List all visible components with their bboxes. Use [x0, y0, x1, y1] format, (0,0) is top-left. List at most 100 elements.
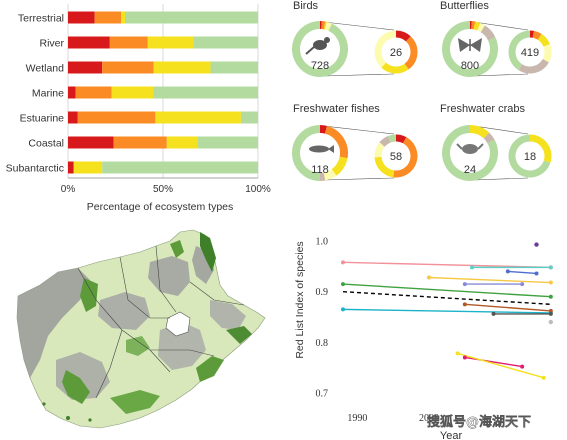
bar-segment	[155, 111, 241, 124]
donut-large-slice	[442, 21, 498, 77]
rli-series-point	[548, 311, 553, 316]
bar-segment	[68, 86, 76, 99]
donut-small-slice	[374, 142, 386, 158]
bar-segment	[75, 86, 112, 99]
bird-icon	[305, 37, 330, 55]
bar-segment	[153, 86, 258, 99]
map-degraded-region	[148, 256, 190, 296]
south-africa-map	[16, 229, 266, 429]
rli-series-point	[548, 294, 553, 299]
bar-segment	[197, 136, 258, 149]
butterfly-icon	[458, 38, 482, 52]
donut-large-slice	[442, 125, 498, 181]
map-protected-area	[226, 326, 252, 344]
donut-large-slice	[480, 25, 496, 41]
donut-small-slice	[395, 30, 411, 42]
donut-connector-line	[473, 73, 529, 77]
rli-series-point	[455, 351, 460, 356]
map-protected-area	[126, 336, 150, 356]
bar-segment	[68, 136, 114, 149]
donut-small-slice	[381, 62, 409, 74]
map-protected-area	[170, 240, 184, 258]
rli-series-line	[464, 303, 551, 312]
rli-series-line	[342, 308, 551, 314]
bar-segment	[210, 61, 258, 74]
map-protected-area	[62, 370, 90, 404]
donut-large-slice	[292, 21, 348, 77]
species-count-label: 800	[461, 60, 479, 72]
bar-segment	[240, 111, 258, 124]
rli-series-point	[505, 269, 510, 274]
bar-segment	[68, 161, 74, 174]
donut-connector-line	[473, 125, 529, 135]
rli-series-line	[342, 290, 551, 306]
rli-series-line	[342, 261, 551, 269]
donut-large-slice	[469, 125, 490, 139]
bar-category-label: River	[39, 38, 64, 50]
donut-large-slice	[319, 125, 327, 134]
map-point	[42, 402, 46, 406]
donut-large-slice	[331, 156, 348, 176]
donut-small-slice	[542, 44, 552, 63]
donut-large-slice	[477, 22, 486, 33]
donut-connector-line	[323, 177, 395, 181]
donut-small-slice	[529, 134, 552, 163]
donut-panel-title: Butterflies	[440, 0, 489, 12]
donut-small-slice	[393, 137, 418, 178]
donut-large-slice	[292, 125, 321, 181]
map-degraded-region	[158, 322, 206, 370]
bar-category-label: Coastal	[28, 138, 64, 150]
bar-segment	[73, 161, 103, 174]
threatened-count-label: 58	[390, 151, 402, 163]
rli-y-tick-label: 0.7	[316, 388, 329, 399]
fish-icon	[309, 145, 334, 153]
bar-segment	[109, 36, 148, 49]
donut-small-slice	[374, 30, 397, 68]
rli-x-tick-label: 2000	[419, 413, 439, 424]
map-protected-area	[196, 356, 224, 382]
donut-connector-line	[323, 73, 395, 77]
rli-x-axis-title: Year	[440, 430, 463, 440]
donut-panel-title: Birds	[293, 0, 319, 12]
map-degraded-region	[17, 268, 90, 378]
bar-category-label: Estuarine	[20, 113, 65, 125]
rli-single-point	[548, 319, 554, 325]
rli-series-point	[470, 265, 474, 270]
rli-y-ticks: 0.7 0.8 0.9 1.0 1990 2000	[316, 237, 440, 424]
map-degraded-region	[98, 292, 150, 330]
threatened-count-label: 26	[390, 47, 402, 59]
x-tick-label-0: 0%	[61, 184, 76, 195]
rli-y-axis-title: Red List Index of species	[294, 241, 306, 358]
rli-series-point	[462, 355, 467, 360]
bar-segment	[68, 11, 95, 24]
map-point	[88, 418, 92, 422]
donut-small-slice	[404, 36, 418, 70]
donut-small-slice	[518, 58, 549, 74]
x-tick-label-50: 50%	[153, 184, 173, 195]
bar-segment	[121, 11, 125, 24]
donut-panel-title: Freshwater crabs	[440, 103, 525, 115]
bar-category-label: Wetland	[26, 63, 64, 75]
rli-series-point	[534, 271, 539, 276]
donut-connector-line	[473, 21, 529, 31]
donut-panel-title: Freshwater fishes	[293, 103, 380, 115]
donut-small-slice	[374, 156, 395, 178]
donut-small-slice	[537, 33, 550, 47]
watermark-text: 搜狐号@海湖天下	[427, 414, 531, 430]
bar-chart-category-labels: Terrestrial River Wetland Marine Estuarine Co…	[6, 13, 65, 175]
species-count-label: 728	[311, 60, 329, 72]
donut-small-slice	[532, 30, 542, 40]
rli-series-point	[462, 302, 467, 307]
bar-segment	[68, 111, 78, 124]
map-protected-area	[110, 390, 160, 414]
x-tick-label-100: 100%	[245, 184, 271, 195]
map-point	[66, 416, 70, 420]
bar-segment	[68, 61, 103, 74]
rli-y-tick-label: 1.0	[316, 237, 329, 248]
map-degraded-region	[210, 300, 246, 330]
rli-series-line	[342, 283, 551, 298]
donut-small-slice	[508, 30, 531, 71]
bar-segment	[111, 86, 154, 99]
donut-large-slice	[324, 21, 332, 31]
